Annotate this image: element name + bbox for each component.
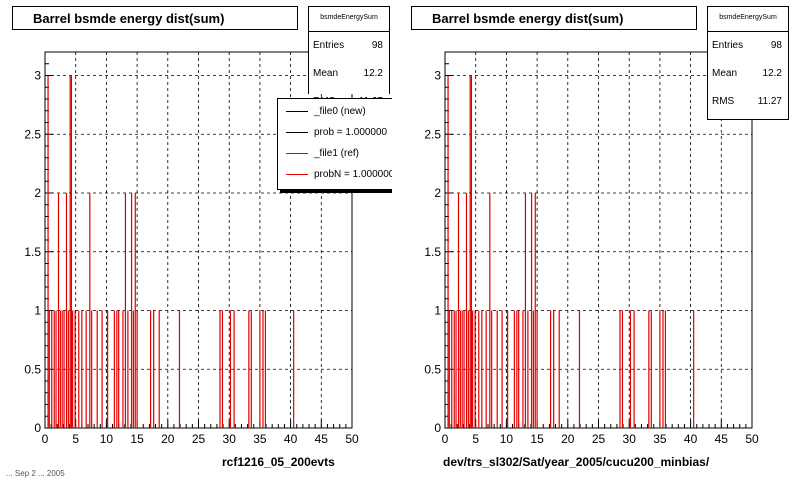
- x-tick-label: 20: [561, 432, 575, 446]
- x-tick-label: 0: [42, 432, 49, 446]
- legend-swatch: [286, 132, 308, 133]
- legend-entry: probN = 1.000000: [278, 164, 392, 185]
- x-tick-label: 25: [192, 432, 206, 446]
- panel-2-title-box: Barrel bsmde energy dist(sum): [411, 6, 697, 30]
- legend-entry: _file0 (new): [278, 101, 392, 122]
- stats-value: 98: [770, 40, 782, 51]
- legend-swatch: [286, 153, 308, 154]
- x-tick-label: 15: [530, 432, 544, 446]
- panel-1-stats-entries: Entries 98: [309, 32, 389, 60]
- x-tick-label: 30: [623, 432, 637, 446]
- panel-2-stats-name: bsmdeEnergySum: [708, 7, 788, 32]
- legend-entry: prob = 1.000000: [278, 122, 392, 143]
- panel-1-stats-name: bsmdeEnergySum: [309, 7, 389, 32]
- legend-entry: _file1 (ref): [278, 143, 392, 164]
- stats-label: Entries: [313, 40, 345, 51]
- panel-2-stats-mean: Mean 12.2: [708, 60, 788, 88]
- panel-1-x-axis-title: rcf1216_05_200evts: [222, 455, 335, 469]
- stats-label: RMS: [712, 96, 735, 107]
- x-tick-label: 35: [253, 432, 267, 446]
- legend-label: probN = 1.000000: [314, 169, 392, 180]
- stats-value: 12.2: [762, 68, 782, 79]
- x-tick-label: 35: [653, 432, 667, 446]
- x-tick-label: 0: [442, 432, 449, 446]
- panel-1-title-box: Barrel bsmde energy dist(sum): [12, 6, 298, 30]
- panel-1-stats-box: bsmdeEnergySum Entries 98 Mean 12.2 RMS …: [308, 6, 390, 107]
- panel-2-plot: 0 5 10 15 20 25 30 35 40 45 50 0 0.5 1 1.5 2 2.5 3: [424, 51, 759, 446]
- stats-value: 12.2: [363, 68, 383, 79]
- x-tick-label: 50: [345, 432, 359, 446]
- panel-1-title: Barrel bsmde energy dist(sum): [33, 11, 225, 26]
- legend-swatch: [286, 174, 308, 175]
- y-tick-label: 2: [434, 186, 441, 200]
- y-tick-label: 0.5: [424, 362, 441, 376]
- stats-value: 98: [371, 40, 383, 51]
- x-tick-label: 45: [715, 432, 729, 446]
- panel-2-stats-entries: Entries 98: [708, 32, 788, 60]
- y-tick-label: 3: [434, 69, 441, 83]
- y-tick-label: 0: [434, 421, 441, 435]
- timestamp-text: ... Sep 2 ... 2005: [6, 469, 65, 478]
- y-tick-label: 2: [34, 186, 41, 200]
- legend-shadow: [280, 190, 392, 193]
- legend-swatch: [286, 111, 308, 112]
- panel-2-title: Barrel bsmde energy dist(sum): [432, 11, 624, 26]
- y-tick-label: 0.5: [24, 362, 41, 376]
- x-tick-label: 50: [745, 432, 759, 446]
- x-tick-label: 20: [161, 432, 175, 446]
- y-tick-label: 0: [34, 421, 41, 435]
- x-tick-label: 40: [684, 432, 698, 446]
- y-tick-label: 1: [34, 304, 41, 318]
- x-tick-label: 45: [315, 432, 329, 446]
- y-tick-label: 2.5: [24, 127, 41, 141]
- panel-2-stats-box: bsmdeEnergySum Entries 98 Mean 12.2 RMS …: [707, 6, 789, 120]
- stats-label: Mean: [313, 68, 339, 79]
- legend-label: _file1 (ref): [314, 148, 360, 159]
- panel-1-stats-mean: Mean 12.2: [309, 60, 389, 88]
- x-tick-label: 15: [130, 432, 144, 446]
- y-tick-label: 1: [434, 304, 441, 318]
- x-tick-label: 5: [472, 432, 479, 446]
- panel-2-stats-rms: RMS 11.27: [708, 88, 788, 116]
- panel-2-x-axis-title: dev/trs_sl302/Sat/year_2005/cucu200_minb…: [443, 455, 710, 469]
- x-tick-label: 10: [500, 432, 514, 446]
- panel-1-legend: _file0 (new) prob = 1.000000 _file1 (ref…: [277, 98, 392, 190]
- stats-label: Mean: [712, 68, 738, 79]
- x-tick-label: 5: [72, 432, 79, 446]
- stats-label: Entries: [712, 40, 744, 51]
- legend-label: prob = 1.000000: [314, 127, 388, 138]
- y-tick-label: 1.5: [24, 245, 41, 259]
- stats-value: 11.27: [757, 96, 782, 107]
- x-tick-label: 25: [592, 432, 606, 446]
- y-tick-label: 2.5: [424, 127, 441, 141]
- y-tick-label: 1.5: [424, 245, 441, 259]
- legend-label: _file0 (new): [314, 106, 366, 117]
- x-tick-label: 40: [284, 432, 298, 446]
- x-tick-label: 10: [100, 432, 114, 446]
- x-tick-label: 30: [223, 432, 237, 446]
- y-tick-label: 3: [34, 69, 41, 83]
